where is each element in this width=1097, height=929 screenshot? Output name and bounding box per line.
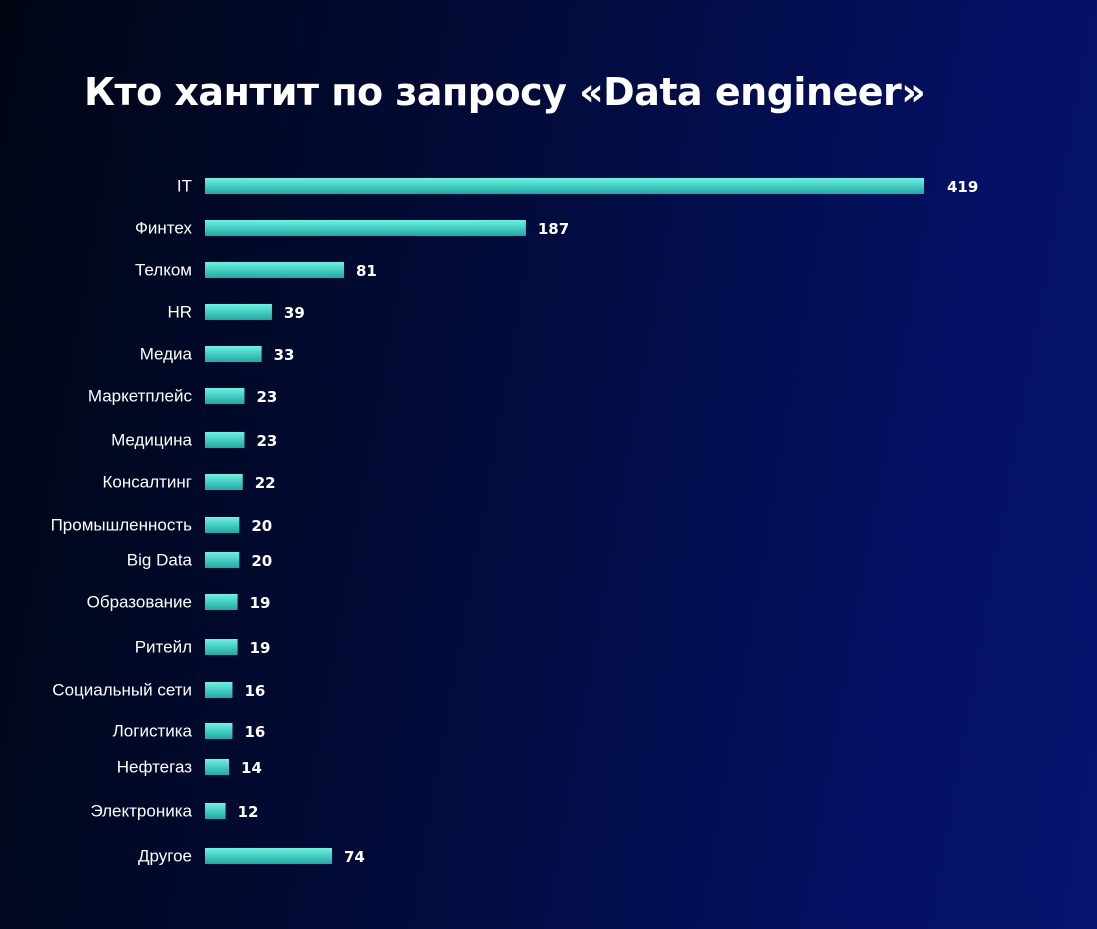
value-label: 20: [251, 517, 272, 535]
value-label: 39: [284, 304, 305, 322]
value-label: 187: [538, 220, 569, 238]
bar-9: [205, 552, 240, 568]
category-label: Ритейл: [135, 638, 192, 657]
value-label: 74: [344, 848, 365, 866]
bar-1: [205, 220, 526, 236]
bar-7: [205, 474, 243, 490]
value-label: 23: [256, 432, 277, 450]
category-label: IT: [177, 177, 192, 196]
category-label: Электроника: [90, 802, 192, 821]
value-label: 12: [238, 803, 259, 821]
value-label: 16: [244, 723, 265, 741]
category-label: Финтех: [135, 219, 192, 238]
category-label: Другое: [138, 847, 192, 866]
bars-group: IT 419 Финтех 187 Телком 81 HR 39 Медиа 33 Маркетп…: [51, 177, 979, 867]
bar-4: [205, 346, 262, 362]
bar-15: [205, 803, 226, 819]
value-label: 81: [356, 262, 377, 280]
chart-title: Кто хантит по запросу «Data engineer»: [84, 70, 926, 114]
category-label: Медиа: [140, 345, 193, 364]
bar-11: [205, 639, 238, 655]
bar-10: [205, 594, 238, 610]
value-label: 14: [241, 759, 262, 777]
bar-12: [205, 682, 233, 698]
value-label: 19: [250, 594, 271, 612]
category-label: Маркетплейс: [88, 387, 193, 406]
bar-3: [205, 304, 272, 320]
value-label: 19: [250, 639, 271, 657]
category-label: Нефтегаз: [117, 758, 192, 777]
value-label: 23: [256, 388, 277, 406]
category-label: Промышленность: [51, 516, 193, 535]
bar-16: [205, 848, 332, 864]
category-label: Образование: [87, 593, 192, 612]
value-label: 20: [251, 552, 272, 570]
value-label: 419: [947, 178, 978, 196]
category-label: Медицина: [111, 431, 192, 450]
value-label: 22: [255, 474, 276, 492]
value-label: 33: [274, 346, 295, 364]
category-label: Социальный сети: [52, 681, 192, 700]
bar-8: [205, 517, 240, 533]
bar-0: [205, 178, 924, 194]
bar-5: [205, 388, 245, 404]
value-label: 16: [244, 682, 265, 700]
category-label: Big Data: [127, 551, 193, 570]
bar-13: [205, 723, 233, 739]
bar-6: [205, 432, 245, 448]
bar-2: [205, 262, 344, 278]
bar-14: [205, 759, 230, 775]
category-label: Консалтинг: [103, 473, 193, 492]
category-label: HR: [167, 303, 192, 322]
category-label: Логистика: [113, 722, 193, 741]
category-label: Телком: [135, 261, 192, 280]
